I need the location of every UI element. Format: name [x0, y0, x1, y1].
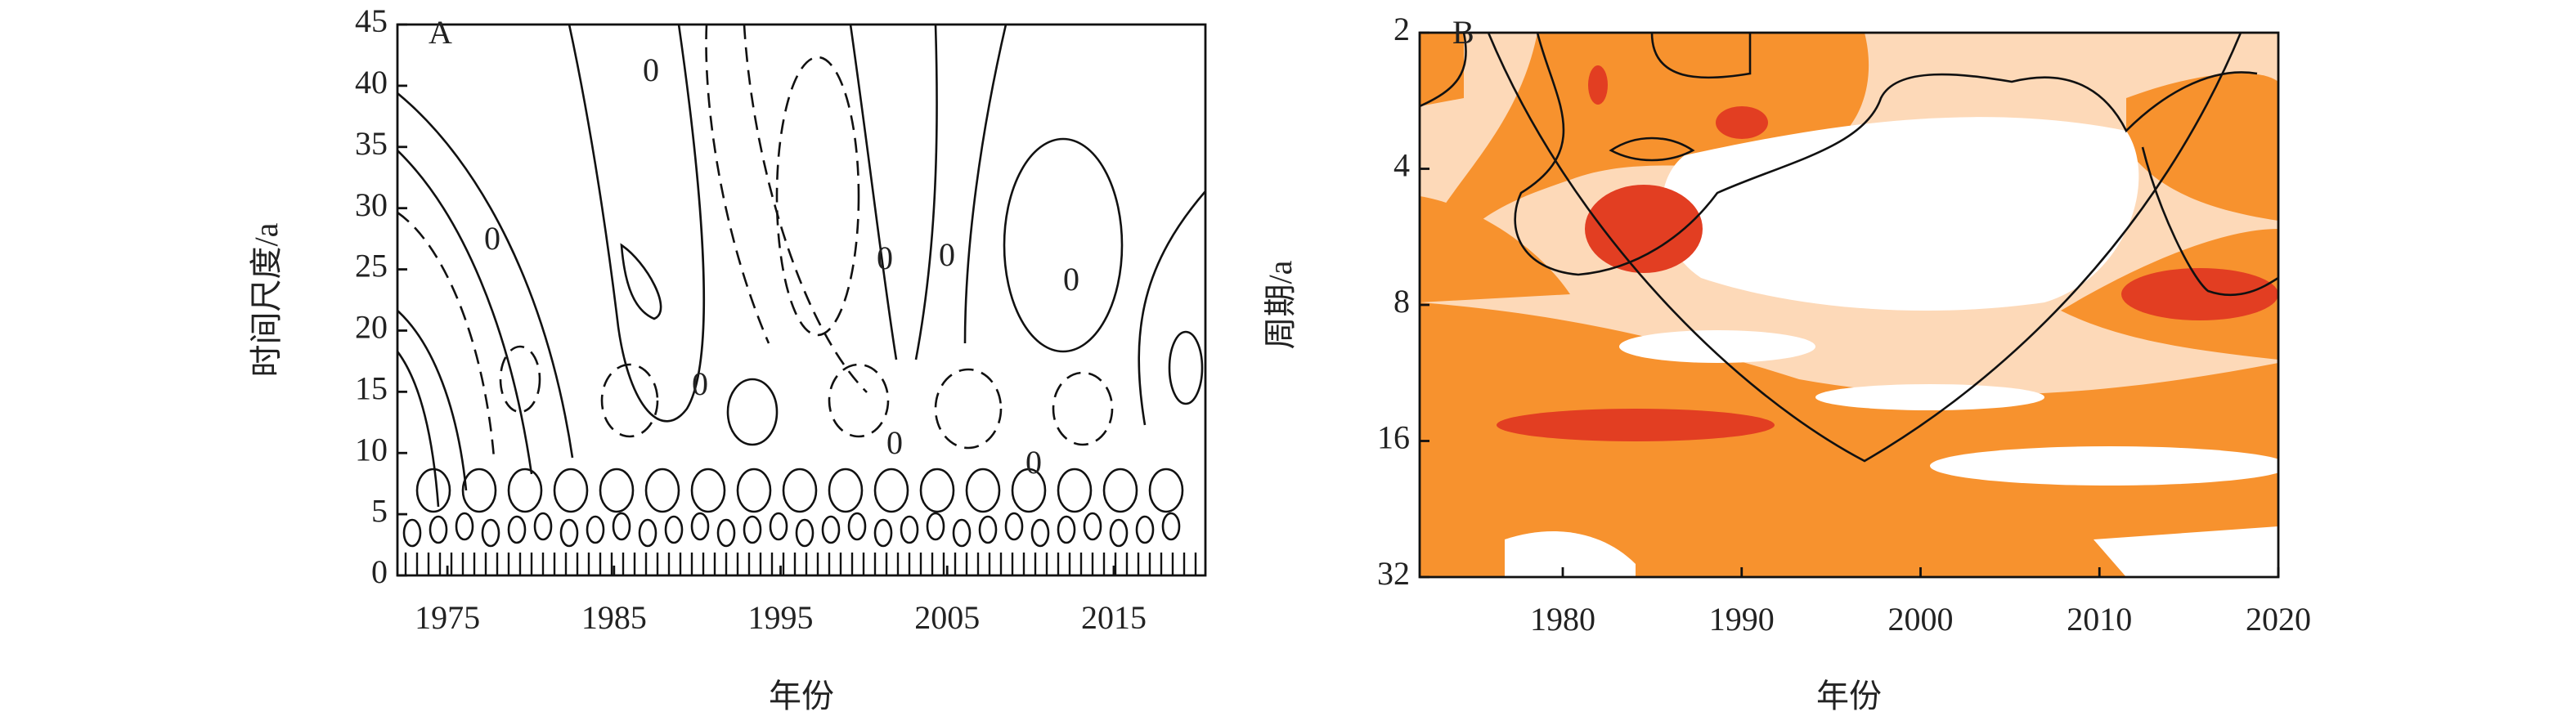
contour-line — [559, 518, 579, 548]
contour-line — [507, 515, 527, 544]
contour-line — [1109, 518, 1129, 548]
contour-line — [533, 512, 553, 541]
x-tick-label: 1980 — [1530, 601, 1595, 638]
y-axis-label: 时间尺度/a — [248, 222, 285, 377]
contour-label: 0 — [692, 365, 708, 402]
contour-line — [455, 512, 474, 541]
y-tick-label: 16 — [1377, 419, 1410, 456]
x-tick-label: 2010 — [2067, 601, 2132, 638]
contour-line — [1057, 468, 1093, 513]
contour-line — [690, 512, 710, 541]
contour-line — [873, 518, 893, 548]
contour-lines — [397, 25, 1205, 508]
y-tick-label: 5 — [371, 492, 388, 529]
wavelet-field — [1420, 33, 2278, 577]
x-tick-label: 1975 — [415, 599, 480, 636]
contour-line — [664, 515, 684, 544]
y-tick-label: 20 — [355, 309, 388, 346]
y-tick-label: 0 — [371, 553, 388, 590]
contour-line — [599, 468, 635, 513]
y-tick-label: 45 — [355, 2, 388, 39]
plot-frame — [396, 23, 1207, 577]
y-tick-label: 30 — [355, 186, 388, 223]
contour-label: 0 — [886, 424, 903, 461]
x-tick-label: 2020 — [2246, 601, 2311, 638]
y-tick-label: 25 — [355, 248, 388, 284]
contour-line — [481, 518, 500, 548]
y-tick-label: 8 — [1393, 283, 1410, 320]
contour-line — [769, 512, 788, 541]
contour-line — [429, 515, 448, 544]
y-axis-label: 周期/a — [1262, 260, 1299, 349]
contour-label: 0 — [1025, 444, 1042, 481]
contour-line — [402, 518, 422, 548]
x-tick-label: 1985 — [581, 599, 647, 636]
contour-line — [978, 515, 998, 544]
contour-line — [638, 518, 657, 548]
x-axis-label: 年份 — [769, 678, 834, 714]
contour-line — [873, 468, 909, 513]
contour-line — [1161, 512, 1181, 541]
contour-label: 0 — [877, 239, 893, 276]
contour-line — [1004, 512, 1024, 541]
contour-line — [828, 468, 864, 513]
y-tick-label: 35 — [355, 125, 388, 162]
contour-line — [612, 512, 631, 541]
panel-label: B — [1452, 14, 1474, 51]
contour-line — [926, 512, 945, 541]
contour-line — [782, 468, 818, 513]
x-tick-label: 2000 — [1888, 601, 1954, 638]
contour-line — [900, 515, 919, 544]
contour-line — [1135, 515, 1155, 544]
contour-line — [1102, 468, 1138, 513]
y-tick-label: 10 — [355, 431, 388, 468]
x-tick-label: 1995 — [748, 599, 814, 636]
x-axis-label: 年份 — [1816, 678, 1882, 714]
y-tick-label: 2 — [1393, 11, 1410, 47]
contour-line — [644, 468, 680, 513]
contour-line — [507, 468, 543, 513]
contour-line — [847, 512, 867, 541]
contour-line — [1083, 512, 1102, 541]
contour-label: 0 — [939, 236, 955, 273]
contour-line — [952, 518, 972, 548]
contour-line — [743, 515, 762, 544]
y-tick-label: 4 — [1393, 147, 1410, 184]
contour-line — [736, 468, 772, 513]
contour-label: 0 — [643, 51, 659, 88]
contour-line — [1148, 468, 1184, 513]
y-tick-label: 40 — [355, 64, 388, 101]
contour-line — [1011, 468, 1047, 513]
contour-lines-dense — [402, 468, 1197, 575]
contour-line — [919, 468, 955, 513]
contour-label: 0 — [484, 220, 500, 257]
contour-line — [690, 468, 726, 513]
contour-line — [461, 468, 497, 513]
x-tick-label: 1990 — [1709, 601, 1775, 638]
contour-line — [586, 515, 605, 544]
contour-line — [795, 518, 815, 548]
y-tick-label: 32 — [1377, 555, 1410, 592]
contour-line — [965, 468, 1001, 513]
contour-line — [821, 515, 841, 544]
contour-label: 0 — [1063, 261, 1079, 298]
contour-line — [415, 468, 451, 513]
contour-line — [553, 468, 589, 513]
contour-line — [716, 518, 736, 548]
y-tick-label: 15 — [355, 370, 388, 407]
x-tick-label: 2005 — [914, 599, 980, 636]
contour-line — [1057, 515, 1076, 544]
x-tick-label: 2015 — [1081, 599, 1147, 636]
panel-label: A — [429, 14, 452, 51]
contour-line — [1030, 518, 1050, 548]
